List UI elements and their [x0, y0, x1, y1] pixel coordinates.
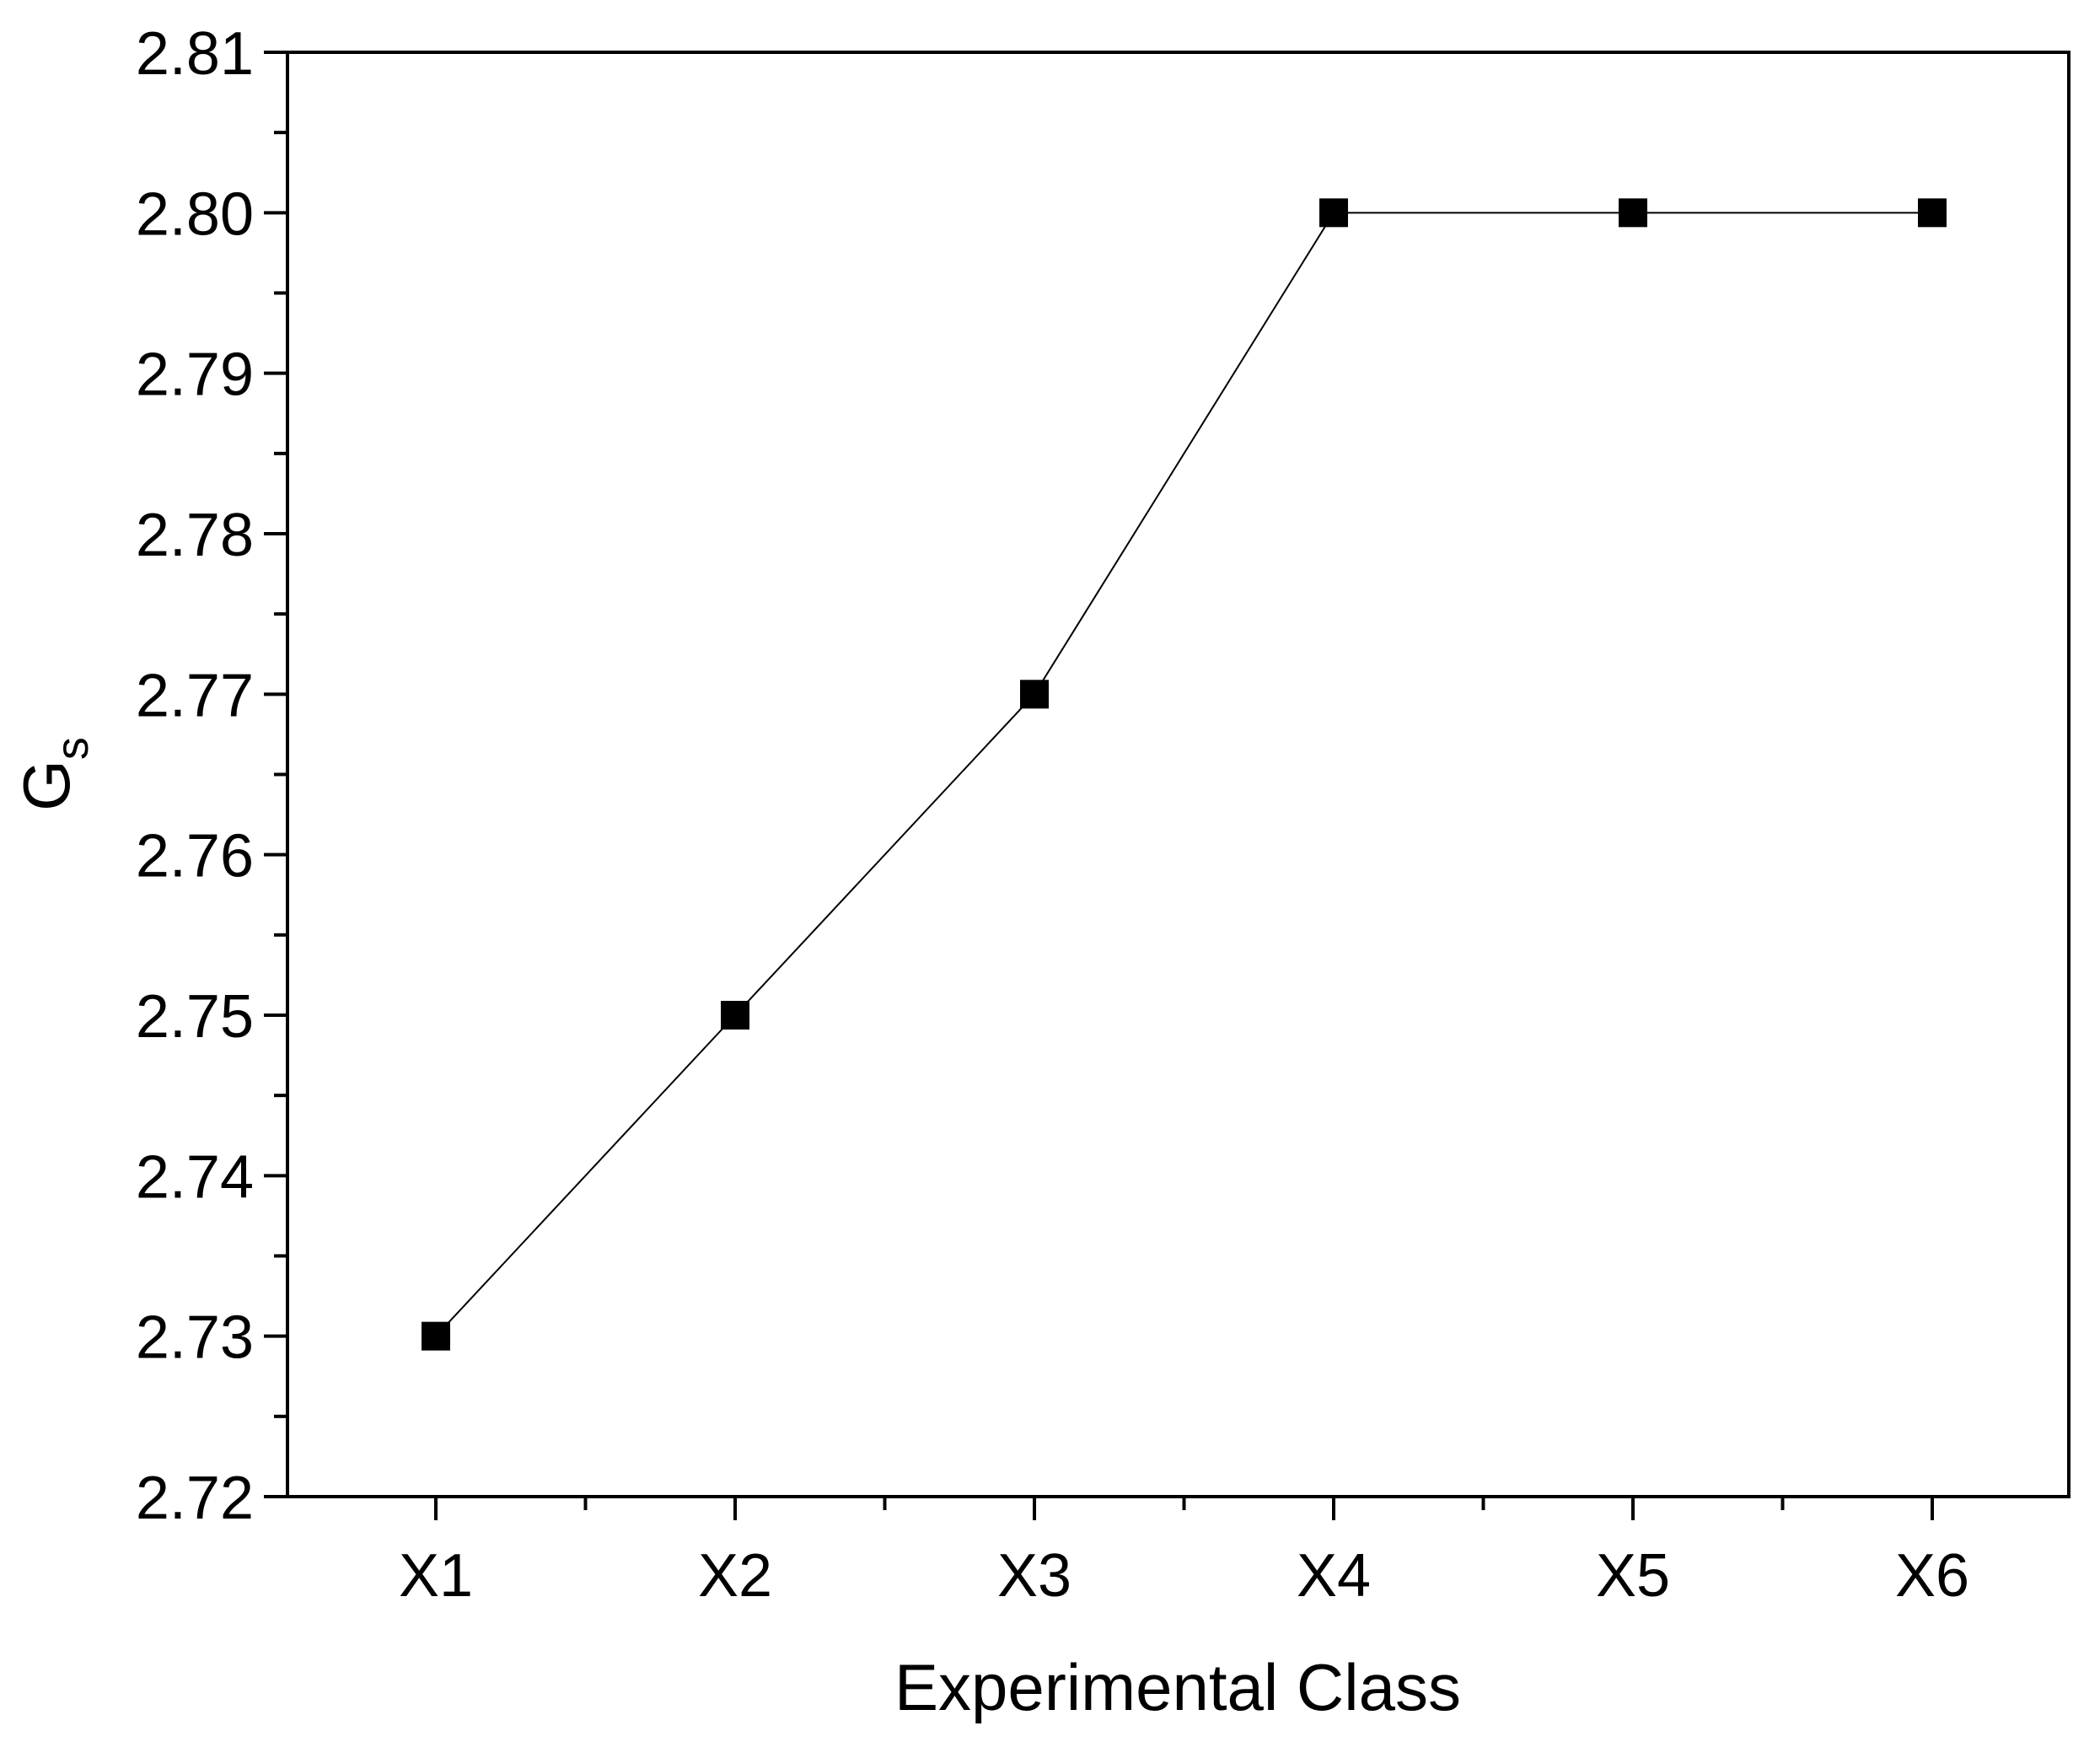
x-axis-label: Experimental Class — [894, 1650, 1461, 1724]
data-point-marker — [1619, 198, 1647, 228]
data-point-marker — [1319, 198, 1348, 228]
data-markers — [422, 198, 1947, 1351]
x-minor-ticks — [583, 1497, 1785, 1510]
y-tick-label: 2.78 — [136, 502, 254, 569]
y-tick-label: 2.79 — [136, 341, 254, 409]
y-tick-label: 2.74 — [136, 1143, 254, 1211]
x-major-ticks — [434, 1497, 1934, 1520]
data-point-marker — [422, 1321, 450, 1351]
x-tick-label: X4 — [1297, 1542, 1371, 1610]
plot-frame — [286, 51, 2070, 1498]
x-tick-label: X5 — [1596, 1542, 1670, 1610]
y-tick-label: 2.77 — [136, 662, 254, 729]
y-axis-label-text: Gs — [9, 737, 98, 811]
y-tick-label: 2.75 — [136, 983, 254, 1051]
y-tick-label: 2.72 — [136, 1465, 254, 1532]
data-point-marker — [1020, 680, 1049, 709]
x-tick-label: X3 — [997, 1542, 1071, 1610]
y-axis-label: Gs — [9, 737, 98, 811]
y-tick-label: 2.73 — [136, 1304, 254, 1372]
series-line — [435, 212, 1932, 1337]
x-tick-label: X2 — [698, 1542, 772, 1610]
data-point-marker — [1918, 198, 1947, 228]
x-tick-label: X6 — [1895, 1542, 1969, 1610]
y-axis-label-main: G — [9, 760, 83, 811]
y-tick-label: 2.80 — [136, 180, 254, 248]
y-major-ticks — [264, 51, 287, 1498]
x-tick-labels: X1 X2 X3 X4 X5 X6 — [399, 1542, 1969, 1610]
y-tick-label: 2.81 — [136, 20, 254, 88]
data-point-marker — [721, 1001, 749, 1030]
y-tick-labels: 2.72 2.73 2.74 2.75 2.76 2.77 2.78 2.79 2.80 2.81 — [136, 20, 254, 1532]
y-tick-label: 2.76 — [136, 823, 254, 890]
x-tick-label: X1 — [399, 1542, 473, 1610]
y-axis-label-subscript: s — [47, 737, 98, 760]
y-minor-ticks — [274, 131, 287, 1418]
